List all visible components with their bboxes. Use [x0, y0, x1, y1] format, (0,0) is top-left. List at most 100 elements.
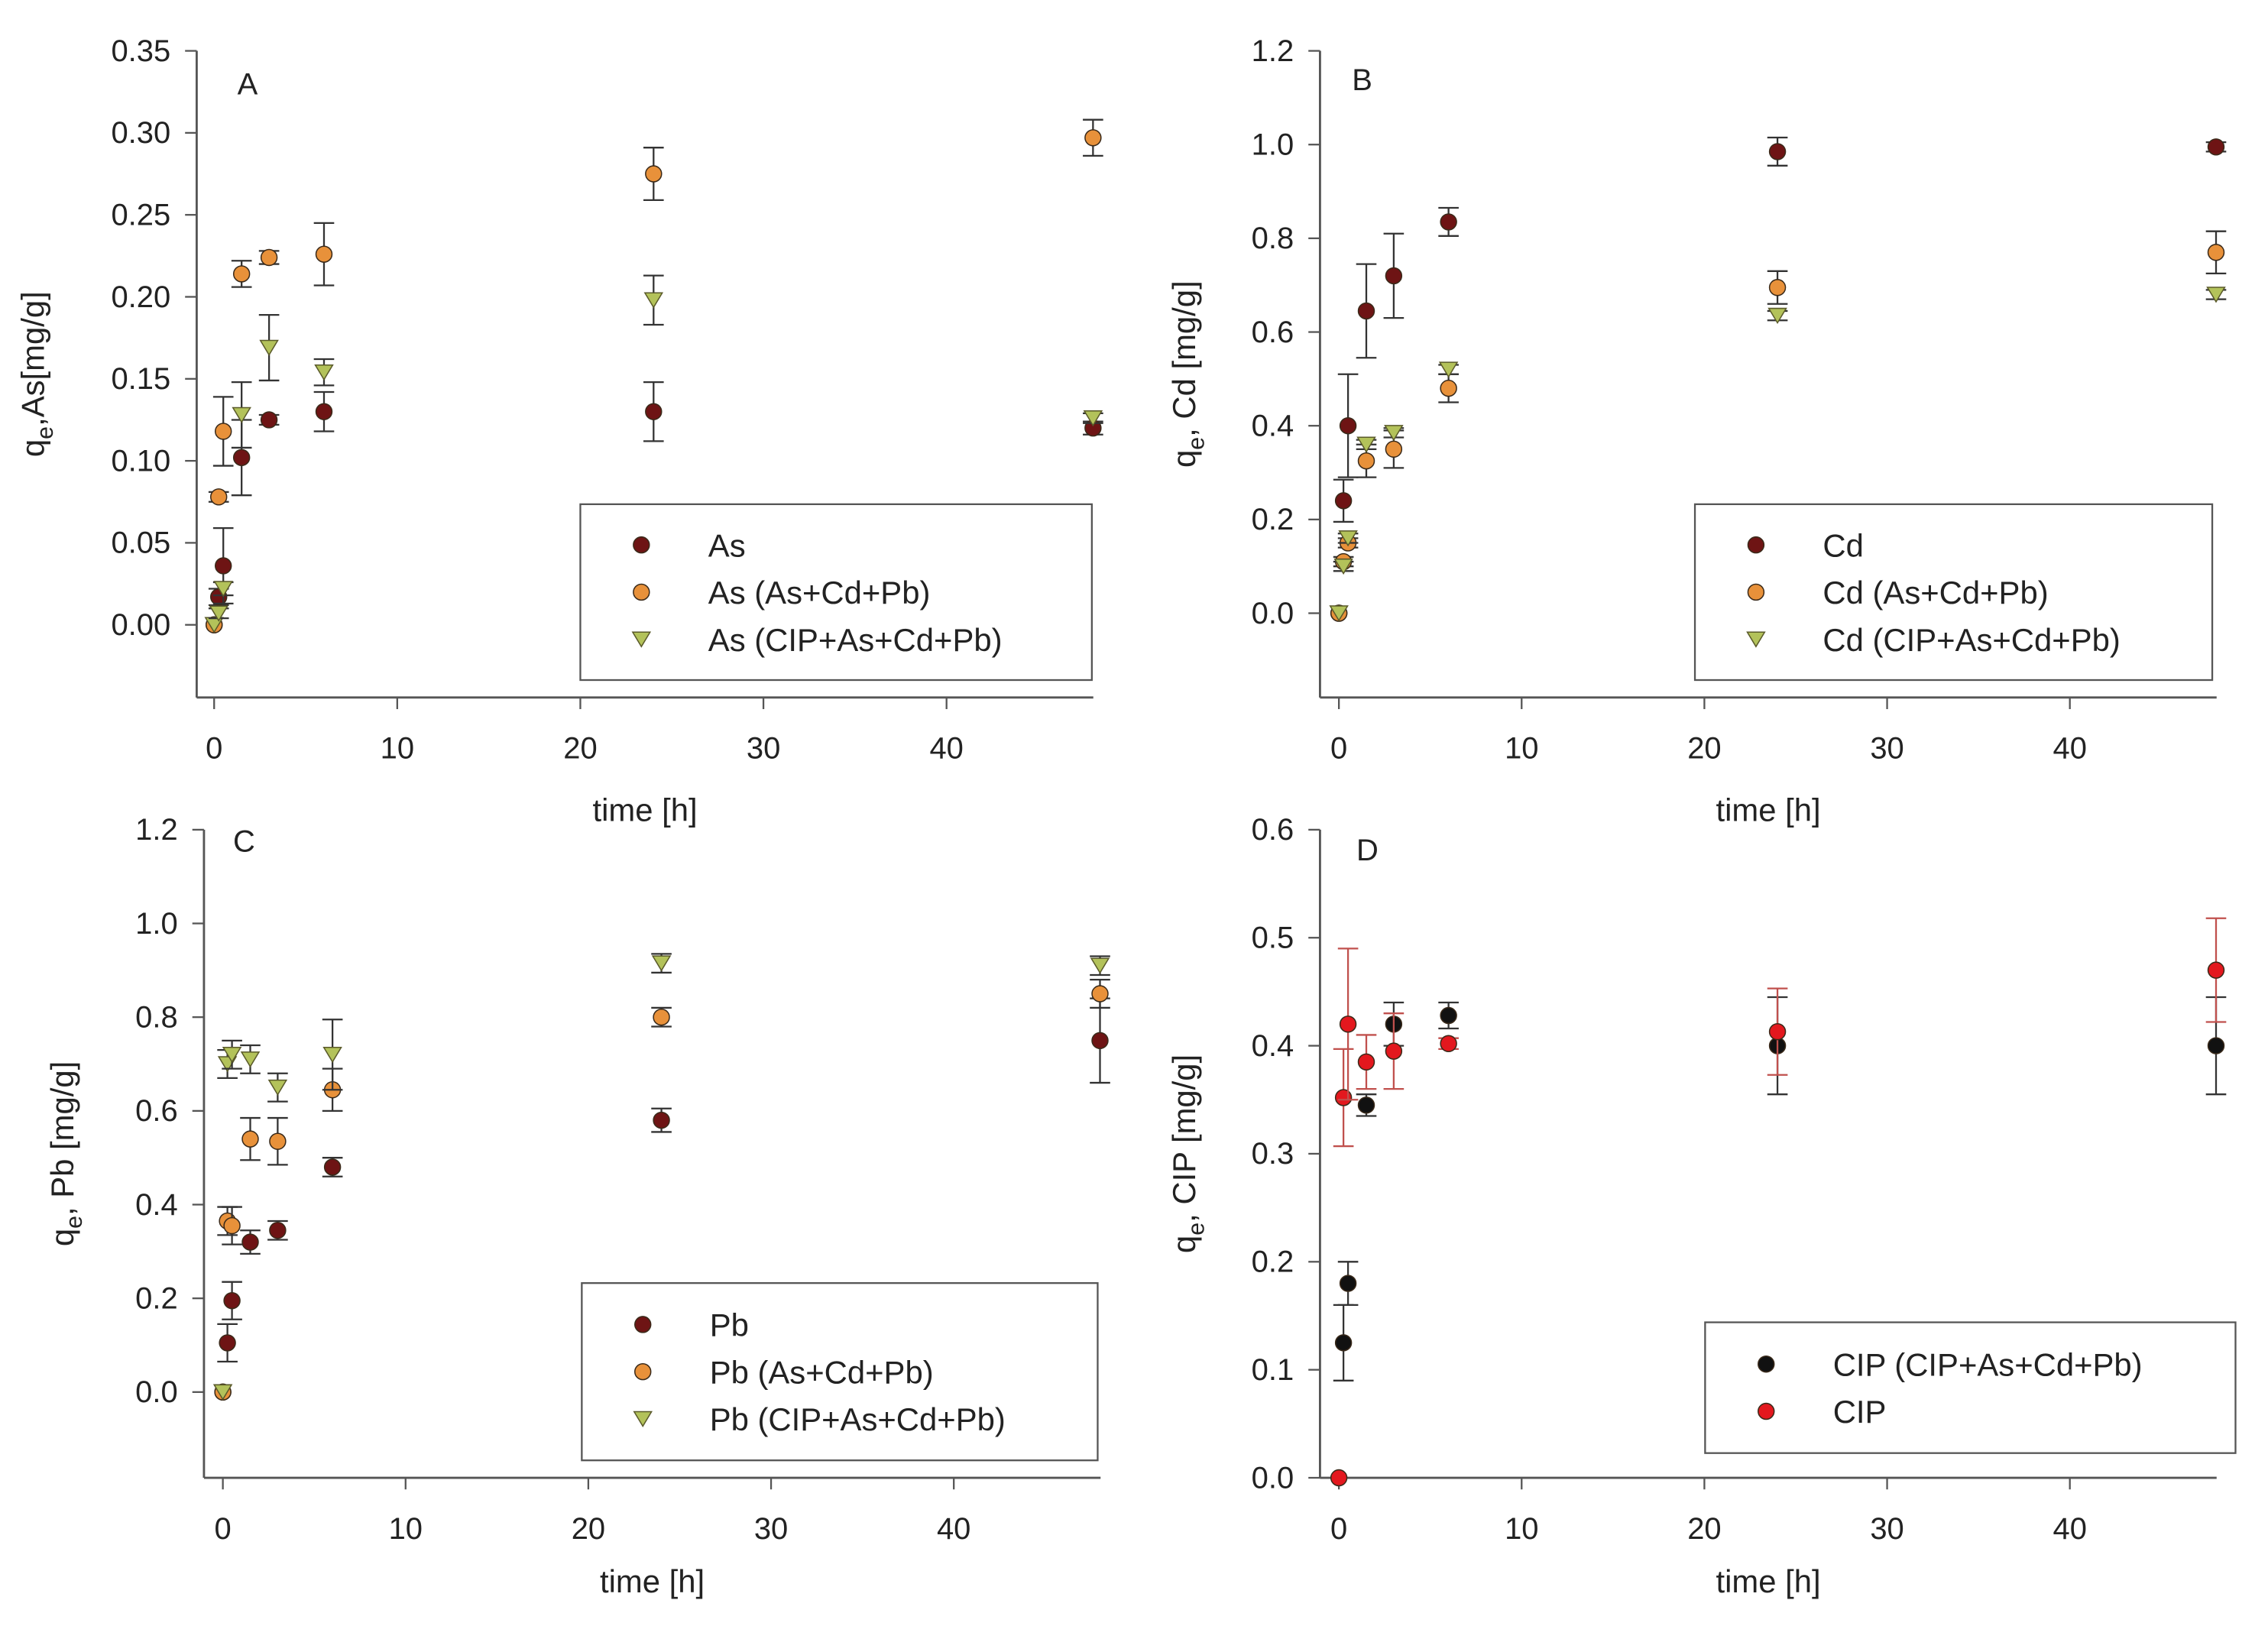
legend: Pb Pb (As+Cd+Pb) Pb (CIP+As+Cd+Pb)	[581, 1282, 1099, 1462]
data-point	[1330, 1469, 1348, 1487]
y-axis-title-rest: , Cd [mg/g]	[1166, 280, 1202, 437]
data-point	[1357, 302, 1375, 320]
y-tick-label: 0.2	[1252, 1245, 1294, 1279]
y-tick-label: 1.2	[135, 813, 178, 847]
data-point	[260, 411, 278, 429]
x-tick-label: 0	[215, 1512, 232, 1546]
legend-label: As (CIP+As+Cd+Pb)	[708, 622, 1003, 658]
data-point	[241, 1130, 259, 1148]
x-tick-label: 20	[1687, 732, 1721, 766]
data-point	[213, 581, 233, 598]
data-point	[1338, 530, 1358, 547]
legend-marker	[633, 536, 650, 554]
legend-marker	[1758, 1355, 1775, 1373]
data-point	[1334, 492, 1353, 510]
data-point	[1334, 1334, 1353, 1352]
legend-label: As	[708, 527, 746, 563]
y-tick-label: 1.0	[1252, 128, 1294, 162]
data-point	[241, 1233, 259, 1251]
y-axis-title-main: q	[15, 439, 51, 457]
legend-label: Pb (CIP+As+Cd+Pb)	[710, 1401, 1006, 1437]
data-point	[209, 488, 228, 506]
x-tick-label: 40	[937, 1512, 970, 1546]
y-tick-label: 0.4	[1252, 410, 1294, 443]
x-tick-label: 20	[563, 732, 597, 766]
y-axis-title-rest: ,As[mg/g]	[15, 291, 51, 426]
y-axis-title-main: q	[1166, 450, 1202, 468]
data-point	[1768, 1022, 1787, 1041]
legend-label: Pb	[710, 1307, 749, 1343]
data-point	[1091, 985, 1109, 1002]
data-point	[1334, 1089, 1353, 1106]
y-tick-label: 0.0	[1252, 597, 1294, 630]
y-tick-label: 0.05	[111, 526, 170, 560]
data-point	[323, 1158, 342, 1176]
data-point	[2207, 138, 2225, 156]
legend-box	[581, 1282, 1099, 1462]
y-tick-label: 0.2	[1252, 503, 1294, 536]
x-axis-title: time [h]	[593, 792, 698, 828]
legend-label: Cd (CIP+As+Cd+Pb)	[1823, 622, 2120, 658]
data-point	[1357, 1096, 1375, 1114]
y-axis-title-main: q	[1166, 1236, 1202, 1253]
data-point	[1440, 379, 1457, 397]
y-tick-label: 0.8	[135, 1001, 178, 1035]
data-point	[259, 339, 279, 357]
y-tick-label: 0.2	[135, 1281, 178, 1315]
y-axis-title: qe, Pb [mg/g]	[44, 1061, 87, 1246]
y-tick-label: 0.6	[1252, 316, 1294, 349]
data-point	[2207, 1037, 2225, 1054]
x-tick-label: 40	[2053, 732, 2086, 766]
data-point	[232, 406, 251, 424]
y-tick-label: 0.0	[135, 1375, 178, 1409]
y-tick-label: 0.1	[1252, 1353, 1294, 1387]
data-point	[1385, 1042, 1403, 1060]
data-point	[1384, 425, 1404, 442]
x-tick-label: 20	[572, 1512, 605, 1546]
legend-label: Pb (As+Cd+Pb)	[710, 1354, 934, 1390]
y-tick-label: 1.0	[135, 907, 178, 941]
y-tick-label: 0.20	[111, 280, 170, 314]
x-tick-label: 10	[389, 1512, 423, 1546]
data-point	[1357, 1053, 1375, 1071]
y-tick-label: 0.6	[135, 1094, 178, 1128]
data-point	[1090, 957, 1110, 974]
series-2	[212, 953, 1110, 1401]
data-point	[232, 449, 251, 467]
data-point	[260, 248, 278, 267]
y-axis-title: qe, Cd [mg/g]	[1166, 280, 1209, 468]
y-axis-title-rest: , Pb [mg/g]	[44, 1061, 80, 1216]
x-tick-label: 40	[2053, 1512, 2086, 1546]
y-tick-label: 1.2	[1252, 34, 1294, 68]
x-tick-label: 0	[206, 732, 222, 766]
data-point	[2207, 961, 2225, 979]
x-tick-label: 40	[929, 732, 963, 766]
data-point	[223, 1292, 241, 1310]
data-point	[315, 245, 333, 263]
legend-marker	[1747, 536, 1765, 554]
data-point	[1339, 1275, 1357, 1292]
data-point	[2207, 244, 2225, 261]
data-point	[322, 1046, 342, 1064]
legend-label: CIP (CIP+As+Cd+Pb)	[1833, 1346, 2143, 1382]
data-point	[2206, 287, 2226, 303]
legend-box	[1693, 503, 2214, 682]
data-point	[1356, 436, 1376, 453]
x-axis-title: time [h]	[1716, 1563, 1821, 1599]
series-1	[1330, 917, 2227, 1487]
y-tick-label: 0.15	[111, 362, 170, 396]
data-point	[653, 1111, 670, 1129]
data-point	[232, 265, 251, 283]
data-point	[314, 364, 334, 381]
data-point	[1440, 213, 1457, 231]
y-tick-label: 0.10	[111, 444, 170, 478]
x-tick-label: 0	[1330, 1512, 1347, 1546]
data-point	[1339, 416, 1357, 435]
legend-marker	[1758, 1402, 1775, 1420]
y-axis-title-sub: e	[61, 1216, 87, 1229]
data-point	[209, 605, 228, 622]
legend-label: Cd	[1823, 527, 1863, 563]
